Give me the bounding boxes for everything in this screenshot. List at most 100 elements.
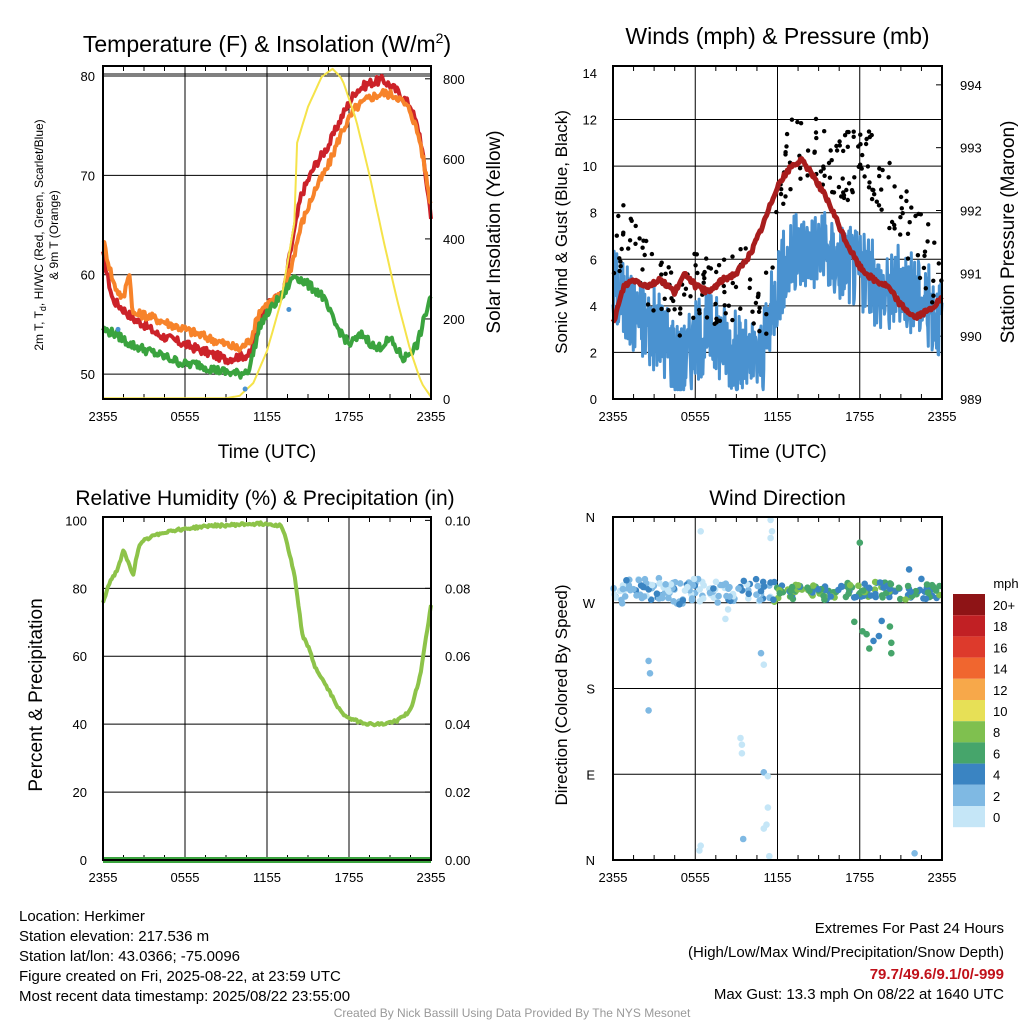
gust-point	[886, 175, 891, 180]
direction-point	[684, 583, 691, 591]
x-tick-label: 2355	[599, 409, 628, 424]
station-latlon: Station lat/lon: 43.0366; -75.0096	[19, 948, 241, 965]
x-tick-label: 0555	[681, 409, 710, 424]
gust-point	[722, 303, 727, 308]
gust-point	[696, 307, 702, 313]
gust-point	[693, 263, 698, 268]
direction-point	[887, 580, 895, 588]
direction-point	[922, 595, 930, 603]
gust-point	[627, 238, 633, 243]
y-left-tick-label: 70	[81, 168, 95, 183]
direction-point	[710, 585, 717, 592]
gust-point	[862, 174, 867, 179]
direction-point	[770, 596, 777, 603]
gust-point	[678, 306, 683, 311]
y-tick-label: E	[586, 767, 595, 782]
direction-point	[688, 595, 696, 602]
y-tick-label: W	[583, 596, 596, 611]
colorbar-label: 8	[993, 725, 1000, 740]
gust-point	[626, 246, 631, 251]
gust-point	[640, 267, 645, 272]
gust-point	[845, 144, 850, 149]
direction-point	[878, 617, 885, 625]
max-gust: Max Gust: 13.3 mph On 08/22 at 1640 UTC	[713, 986, 1004, 1003]
y-right-tick-label: 600	[443, 152, 465, 167]
gust-point	[683, 286, 689, 291]
direction-point	[699, 595, 707, 602]
gust-point	[818, 169, 824, 174]
y-left-label-line: & 9m T (Orange)	[47, 190, 61, 280]
direction-point	[760, 769, 768, 776]
gust-point	[917, 275, 923, 281]
gust-point	[805, 148, 811, 153]
y-left-label-1: 2m T, Td, HI/WC (Red, Green, Scarlet/Blu…	[32, 119, 61, 350]
direction-point	[735, 585, 742, 592]
direction-point	[907, 588, 914, 595]
colorbar-swatch	[953, 678, 985, 700]
gust-point	[616, 213, 621, 219]
gust-point	[713, 301, 718, 307]
direction-point	[726, 593, 733, 600]
gust-point	[841, 148, 846, 154]
x-tick-label: 2355	[599, 870, 628, 885]
gust-point	[730, 317, 735, 323]
direction-point	[712, 578, 720, 586]
direction-point	[656, 580, 663, 587]
x-axis-label-1: Time (UTC)	[218, 442, 317, 463]
y-right-tick-label: 994	[960, 78, 982, 93]
x-axis-label-2: Time (UTC)	[728, 442, 827, 463]
colorbar-label: 20+	[993, 598, 1015, 613]
gust-point	[668, 270, 674, 275]
y-left-tick-label: 80	[81, 69, 95, 84]
gust-point	[784, 131, 790, 137]
gust-point	[763, 270, 769, 275]
gust-point	[702, 276, 707, 281]
direction-point	[850, 594, 858, 601]
direction-point	[641, 575, 649, 583]
gust-point	[756, 293, 761, 298]
gust-point	[645, 302, 651, 307]
direction-point	[871, 578, 879, 586]
gust-point	[837, 143, 842, 148]
y-right-tick-label: 993	[960, 141, 982, 156]
direction-point	[670, 598, 677, 605]
gust-point	[662, 296, 667, 301]
gust-point	[829, 158, 834, 163]
colorbar-label: 0	[993, 810, 1000, 825]
direction-point	[835, 586, 842, 594]
gust-point	[764, 331, 769, 336]
x-tick-label: 2355	[89, 409, 118, 424]
x-tick-label: 1155	[764, 409, 792, 424]
colorbar-swatch	[953, 721, 985, 743]
gust-point	[864, 136, 869, 142]
gust-point	[905, 231, 911, 236]
x-tick-label: 2355	[89, 870, 118, 885]
gust-point	[837, 139, 842, 144]
direction-point	[653, 590, 661, 597]
gust-point	[846, 181, 852, 186]
colorbar	[953, 594, 985, 828]
gust-point	[877, 166, 882, 171]
gust-point	[922, 253, 927, 258]
y-left-tick-label: 2	[590, 345, 597, 360]
direction-point	[767, 534, 774, 542]
gust-point	[756, 309, 762, 314]
direction-point	[859, 587, 867, 594]
gust-point	[716, 263, 722, 268]
gust-point	[637, 236, 642, 241]
x-tick-label: 1755	[335, 409, 364, 424]
gust-point	[757, 329, 762, 334]
gust-point	[899, 206, 904, 211]
wc-point	[115, 326, 121, 332]
direction-point	[865, 584, 873, 592]
gust-point	[841, 190, 846, 195]
gust-point	[783, 194, 788, 199]
y-right-tick-label: 800	[443, 72, 465, 87]
gust-point	[840, 176, 845, 181]
direction-point	[696, 586, 703, 593]
direction-point	[794, 582, 802, 589]
gust-point	[898, 194, 904, 200]
wind-speed-trace	[611, 211, 944, 392]
gust-point	[764, 312, 769, 317]
